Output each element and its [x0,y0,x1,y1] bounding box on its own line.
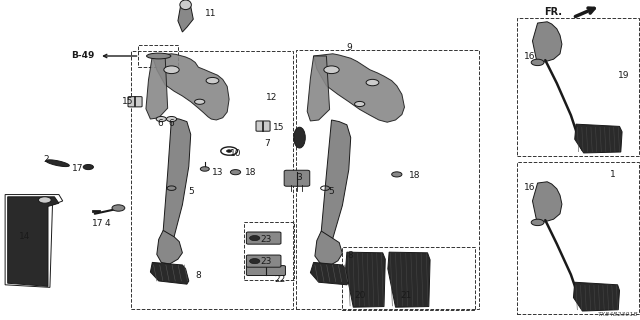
Ellipse shape [180,0,191,10]
Bar [131,51,293,309]
Bar [517,18,639,156]
Polygon shape [321,120,351,250]
Polygon shape [532,182,562,222]
Bar [517,162,639,314]
Circle shape [227,150,232,152]
Polygon shape [346,252,385,307]
Circle shape [250,236,260,241]
Bar [296,50,479,309]
Text: 3: 3 [297,173,302,182]
FancyBboxPatch shape [246,255,281,267]
Bar [138,45,178,67]
Text: 23: 23 [260,235,271,244]
Ellipse shape [46,160,69,167]
Polygon shape [163,118,191,250]
Circle shape [230,170,241,175]
Circle shape [200,167,209,171]
Polygon shape [573,282,620,311]
Text: 11: 11 [205,9,217,18]
Text: 17: 17 [92,219,103,228]
Circle shape [250,259,260,264]
Text: 20: 20 [354,292,365,300]
Text: 5: 5 [329,188,334,196]
Ellipse shape [147,53,171,59]
Polygon shape [315,231,342,266]
Text: 18: 18 [409,171,420,180]
Circle shape [195,99,205,104]
Text: 15: 15 [122,97,134,106]
FancyBboxPatch shape [128,97,142,107]
Bar [342,247,475,310]
Circle shape [392,172,402,177]
Polygon shape [150,262,189,284]
Text: 17: 17 [72,164,84,173]
FancyBboxPatch shape [284,170,310,186]
Text: 16: 16 [524,52,536,61]
Text: 4: 4 [105,220,110,228]
Circle shape [156,116,166,122]
Polygon shape [178,6,193,32]
Text: 12: 12 [266,93,278,102]
FancyBboxPatch shape [246,266,285,276]
Polygon shape [146,56,168,119]
Text: 9: 9 [346,43,351,52]
Circle shape [164,66,179,74]
Polygon shape [388,252,430,307]
Circle shape [38,197,51,203]
Text: 8: 8 [196,271,201,280]
Text: 1: 1 [611,170,616,179]
Polygon shape [157,230,182,264]
Circle shape [166,116,177,122]
Polygon shape [575,124,622,153]
Text: 18: 18 [245,168,257,177]
Polygon shape [307,56,330,121]
Text: 23: 23 [260,257,271,266]
Polygon shape [532,22,562,62]
Text: 6: 6 [169,119,174,128]
Text: 22: 22 [275,275,286,284]
Polygon shape [310,262,349,285]
FancyBboxPatch shape [256,121,270,131]
Text: TX84B2301B: TX84B2301B [598,312,639,317]
FancyBboxPatch shape [246,232,281,244]
Ellipse shape [294,127,305,148]
Circle shape [531,59,544,66]
Circle shape [366,79,379,86]
Text: 2: 2 [44,156,49,164]
Bar [244,222,294,280]
Text: FR.: FR. [544,7,562,17]
Polygon shape [152,54,229,120]
Circle shape [531,219,544,226]
Text: 5: 5 [188,188,193,196]
Circle shape [206,77,219,84]
Circle shape [112,205,125,211]
Circle shape [324,66,339,74]
Text: 7: 7 [265,140,270,148]
Text: 6: 6 [157,119,163,128]
Text: 14: 14 [19,232,30,241]
Polygon shape [8,197,59,286]
Text: 21: 21 [401,292,412,300]
Text: 15: 15 [273,123,284,132]
Text: 8: 8 [348,252,353,260]
Text: 10: 10 [230,149,241,158]
Circle shape [355,101,365,107]
Text: 13: 13 [212,168,223,177]
Text: 16: 16 [524,183,536,192]
Circle shape [83,164,93,170]
Text: B-49: B-49 [71,52,95,60]
Text: 19: 19 [618,71,630,80]
Polygon shape [314,54,404,122]
